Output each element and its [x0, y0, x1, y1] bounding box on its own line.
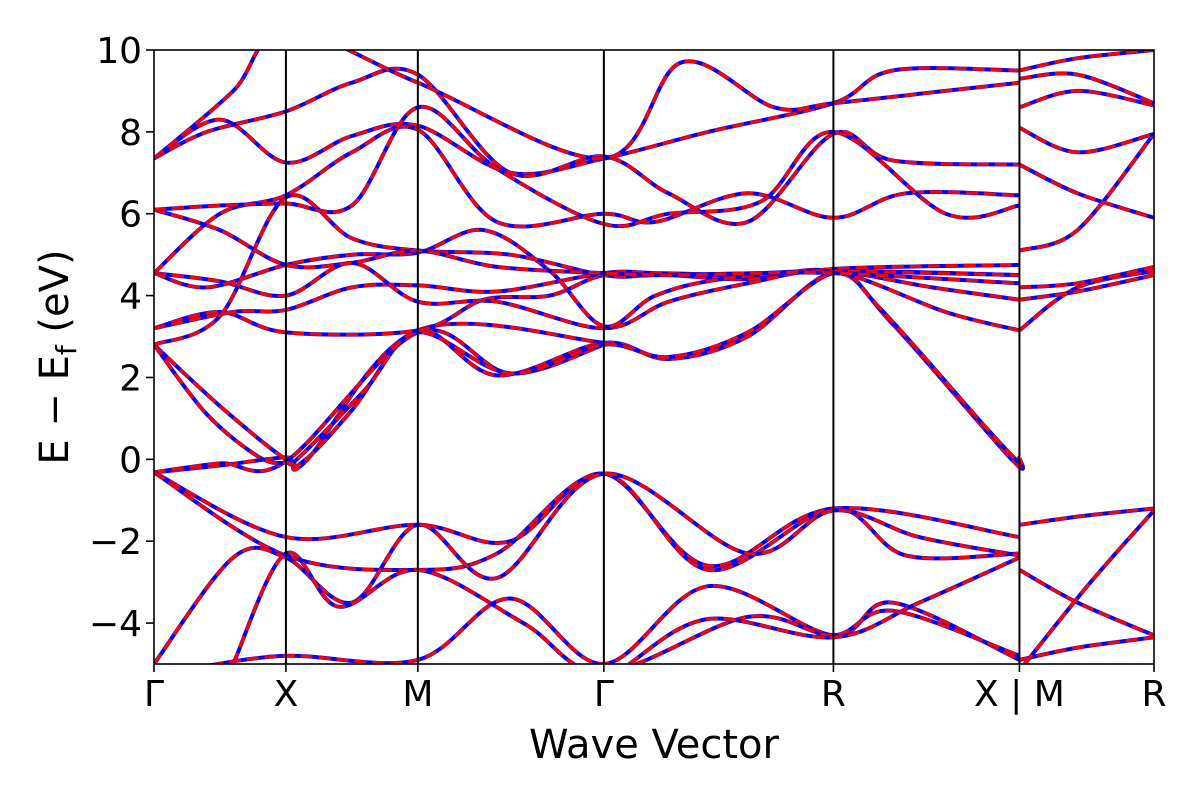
y-axis-title-main: E − E: [32, 355, 78, 465]
band-line-dashed-25: [1018, 269, 1154, 332]
y-tick-label: −4: [89, 604, 142, 645]
band-line-dashed-18: [208, 584, 1021, 664]
band-line-dashed-9: [154, 208, 1020, 285]
x-tick-label: Γ: [144, 674, 164, 715]
band-line-dashed-30: [1018, 126, 1154, 154]
band-line-solid-3: [154, 270, 1021, 467]
band-line-dashed-32: [1019, 50, 1154, 73]
band-line-dashed-6: [154, 261, 1020, 330]
y-tick-label: 6: [119, 195, 142, 236]
band-line-solid-14: [154, 50, 1020, 161]
band-line-dashed-27: [1019, 265, 1154, 289]
band-line-solid-0: [154, 321, 605, 475]
band-line-solid-18: [206, 584, 1021, 664]
band-line-dashed-29: [1018, 163, 1154, 220]
y-axis-title-subscript: f: [50, 344, 83, 355]
band-line-solid-29: [1018, 162, 1154, 220]
band-line-dashed-19: [231, 550, 1020, 664]
y-axis-title: E − Ef (eV): [32, 249, 83, 464]
band-line-solid-15: [154, 470, 1020, 569]
band-line-dashed-0: [154, 322, 605, 474]
band-line-dashed-15: [154, 470, 1020, 568]
y-tick-label: 2: [119, 358, 142, 399]
y-tick-label: 0: [119, 440, 142, 481]
band-line-dashed-20: [628, 556, 1021, 664]
x-tick-label: Γ: [594, 674, 614, 715]
band-line-dashed-21: [1019, 506, 1154, 527]
band-line-dashed-26: [1019, 273, 1154, 302]
y-tick-label: 8: [119, 113, 142, 154]
band-line-dashed-31: [1018, 89, 1154, 109]
x-tick-label: M: [402, 674, 433, 715]
band-line-dashed-22: [1018, 568, 1154, 637]
kpoint-lines: [284, 50, 1021, 664]
band-line-dashed-3: [154, 270, 1021, 467]
band-line-solid-13: [154, 104, 1020, 229]
plot-frame: [153, 49, 1155, 665]
band-line-dashed-2: [154, 271, 1025, 471]
x-tick-label: R: [821, 674, 846, 715]
x-tick-label: X: [274, 674, 299, 715]
bands-layer: [154, 50, 1154, 664]
band-line-dashed-1: [154, 328, 605, 474]
band-line-dashed-14: [154, 50, 1020, 161]
band-line-dashed-24: [1023, 509, 1154, 664]
x-tick-label: X | M: [974, 674, 1065, 715]
x-tick-label: R: [1141, 674, 1166, 715]
band-line-solid-20: [627, 555, 1021, 664]
band-line-solid-1: [154, 328, 605, 475]
band-line-solid-17: [154, 471, 1020, 664]
band-line-dashed-33: [1019, 71, 1154, 105]
y-axis: 10 8 6 4 2 0 −2 −4: [89, 31, 154, 645]
y-tick-label: 10: [96, 31, 142, 72]
y-tick-label: 4: [119, 277, 142, 318]
band-line-dashed-11: [154, 67, 1020, 226]
x-axis: Γ X M Γ R X | M R: [144, 664, 1167, 715]
band-line-dashed-12: [154, 125, 1020, 275]
band-line-solid-2: [154, 271, 1025, 471]
x-axis-title: Wave Vector: [529, 722, 780, 768]
band-line-dashed-17: [154, 472, 1020, 664]
band-line-solid-28: [1018, 132, 1154, 253]
band-line-dashed-23: [1019, 635, 1154, 662]
y-tick-label: −2: [89, 522, 142, 563]
y-axis-title-unit: (eV): [32, 249, 78, 345]
